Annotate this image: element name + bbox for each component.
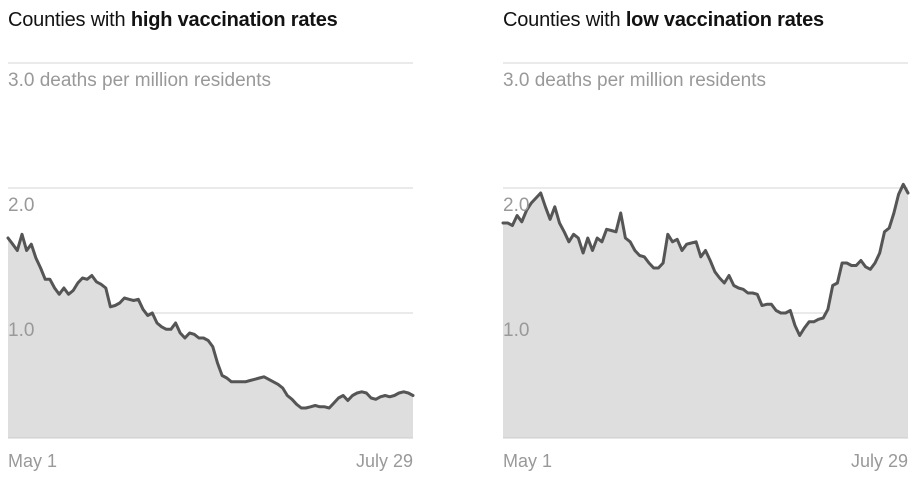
chart-plot-high: 1.0 2.0 3.0 deaths per million residents Ma…	[6, 62, 415, 471]
chart-title-bold: low vaccination rates	[625, 9, 824, 31]
x-tick-label: July 29	[356, 451, 413, 471]
y-tick-label: 1.0	[8, 320, 34, 341]
chart-panel-high: Counties with high vaccination rates 1.0…	[5, 0, 415, 477]
chart-title-prefix: Counties with	[8, 9, 131, 31]
x-tick-label: May 1	[503, 451, 552, 471]
chart-title: Counties with high vaccination rates	[8, 9, 338, 32]
chart-title: Counties with low vaccination rates	[503, 9, 824, 32]
y-tick-label: 2.0	[8, 195, 34, 216]
x-tick-label: May 1	[8, 451, 57, 471]
y-tick-label: 2.0	[503, 195, 529, 216]
series-area	[8, 234, 413, 438]
x-tick-label: July 29	[851, 451, 908, 471]
chart-plot-low: 1.0 2.0 3.0 deaths per million residents Ma…	[501, 62, 910, 471]
chart-title-bold: high vaccination rates	[130, 9, 338, 31]
chart-panel-low: Counties with low vaccination rates 1.0 2…	[500, 0, 910, 477]
y-tick-label: 1.0	[503, 320, 529, 341]
y-tick-label: 3.0 deaths per million residents	[503, 70, 766, 91]
chart-title-prefix: Counties with	[503, 9, 626, 31]
series-area	[503, 184, 908, 438]
series-line	[6, 232, 415, 410]
series-line	[501, 182, 910, 337]
y-tick-label: 3.0 deaths per million residents	[8, 70, 271, 91]
